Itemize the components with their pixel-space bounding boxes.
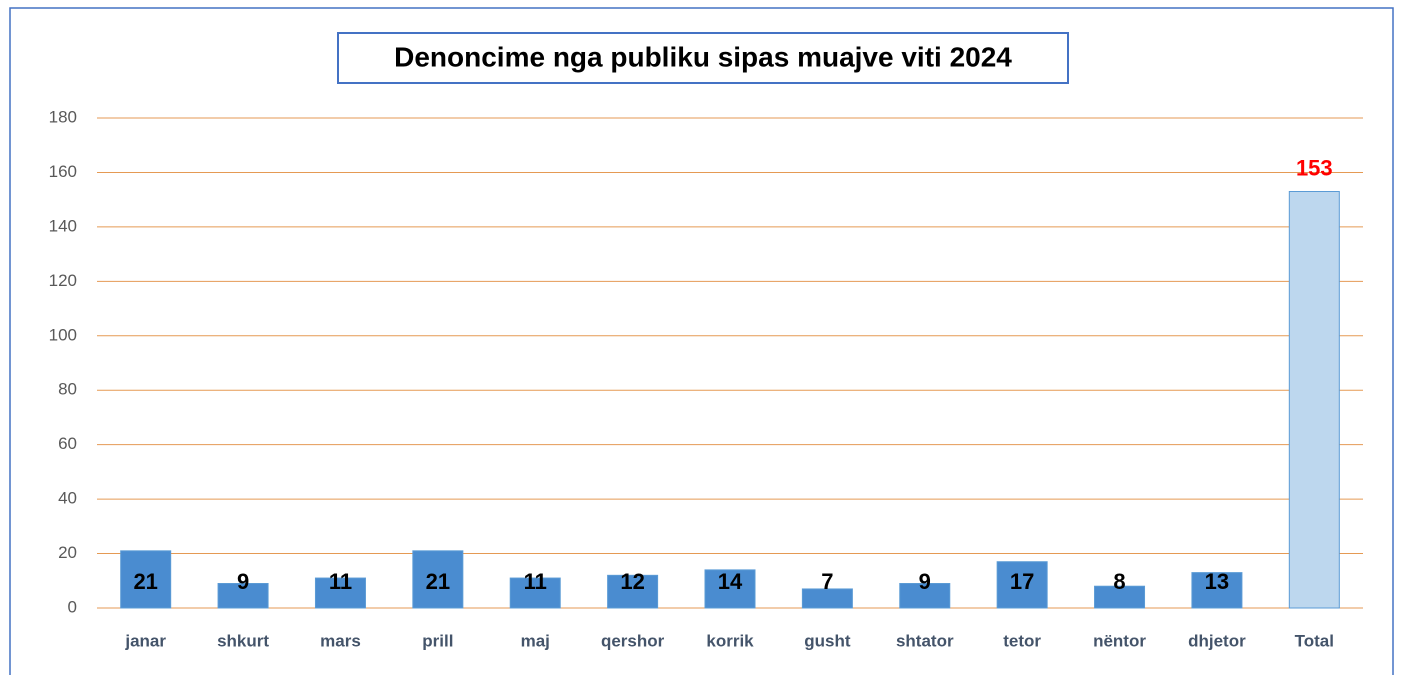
bar [412, 550, 464, 609]
data-label: 21 [426, 569, 450, 594]
y-tick-label: 100 [49, 325, 77, 344]
y-tick-label: 40 [58, 489, 77, 508]
chart-title: Denoncime nga publiku sipas muajve viti … [394, 41, 1012, 72]
bar [607, 574, 659, 609]
bar [801, 588, 853, 609]
bar [1191, 572, 1243, 609]
chart-frame [9, 7, 1394, 675]
data-label: 21 [133, 569, 157, 594]
title-box [337, 32, 1069, 84]
bar [217, 583, 269, 609]
x-tick-label: shtator [896, 631, 954, 650]
data-label: 13 [1205, 569, 1229, 594]
y-tick-label: 0 [68, 597, 77, 616]
x-tick-label: mars [320, 631, 361, 650]
x-tick-label: janar [124, 631, 166, 650]
data-label: 12 [620, 569, 644, 594]
data-label: 14 [718, 569, 743, 594]
x-tick-label: qershor [601, 631, 665, 650]
x-tick-label: maj [521, 631, 550, 650]
data-label: 9 [919, 569, 931, 594]
bar [1094, 585, 1146, 609]
x-tick-label: tetor [1003, 631, 1041, 650]
bar [996, 561, 1048, 609]
bar [899, 583, 951, 609]
y-tick-label: 180 [49, 107, 77, 126]
x-tick-label: dhjetor [1188, 631, 1246, 650]
x-tick-label: korrik [706, 631, 754, 650]
x-tick-label: gusht [804, 631, 851, 650]
y-tick-label: 140 [49, 216, 77, 235]
bar [1288, 191, 1340, 609]
data-label: 11 [524, 569, 547, 594]
data-label: 8 [1113, 569, 1125, 594]
y-tick-label: 120 [49, 271, 77, 290]
y-tick-label: 80 [58, 380, 77, 399]
bar [704, 569, 756, 609]
y-tick-label: 160 [49, 162, 77, 181]
y-tick-label: 20 [58, 543, 77, 562]
x-tick-label: Total [1295, 631, 1334, 650]
x-tick-label: nëntor [1093, 631, 1146, 650]
data-label: 7 [821, 569, 833, 594]
x-tick-label: shkurt [217, 631, 269, 650]
y-tick-label: 60 [58, 434, 77, 453]
data-label: 153 [1296, 155, 1333, 180]
bar [314, 577, 366, 609]
data-label: 17 [1010, 569, 1034, 594]
bar [120, 550, 172, 609]
data-label: 11 [329, 569, 352, 594]
bar [509, 577, 561, 609]
x-tick-label: prill [422, 631, 453, 650]
data-label: 9 [237, 569, 249, 594]
